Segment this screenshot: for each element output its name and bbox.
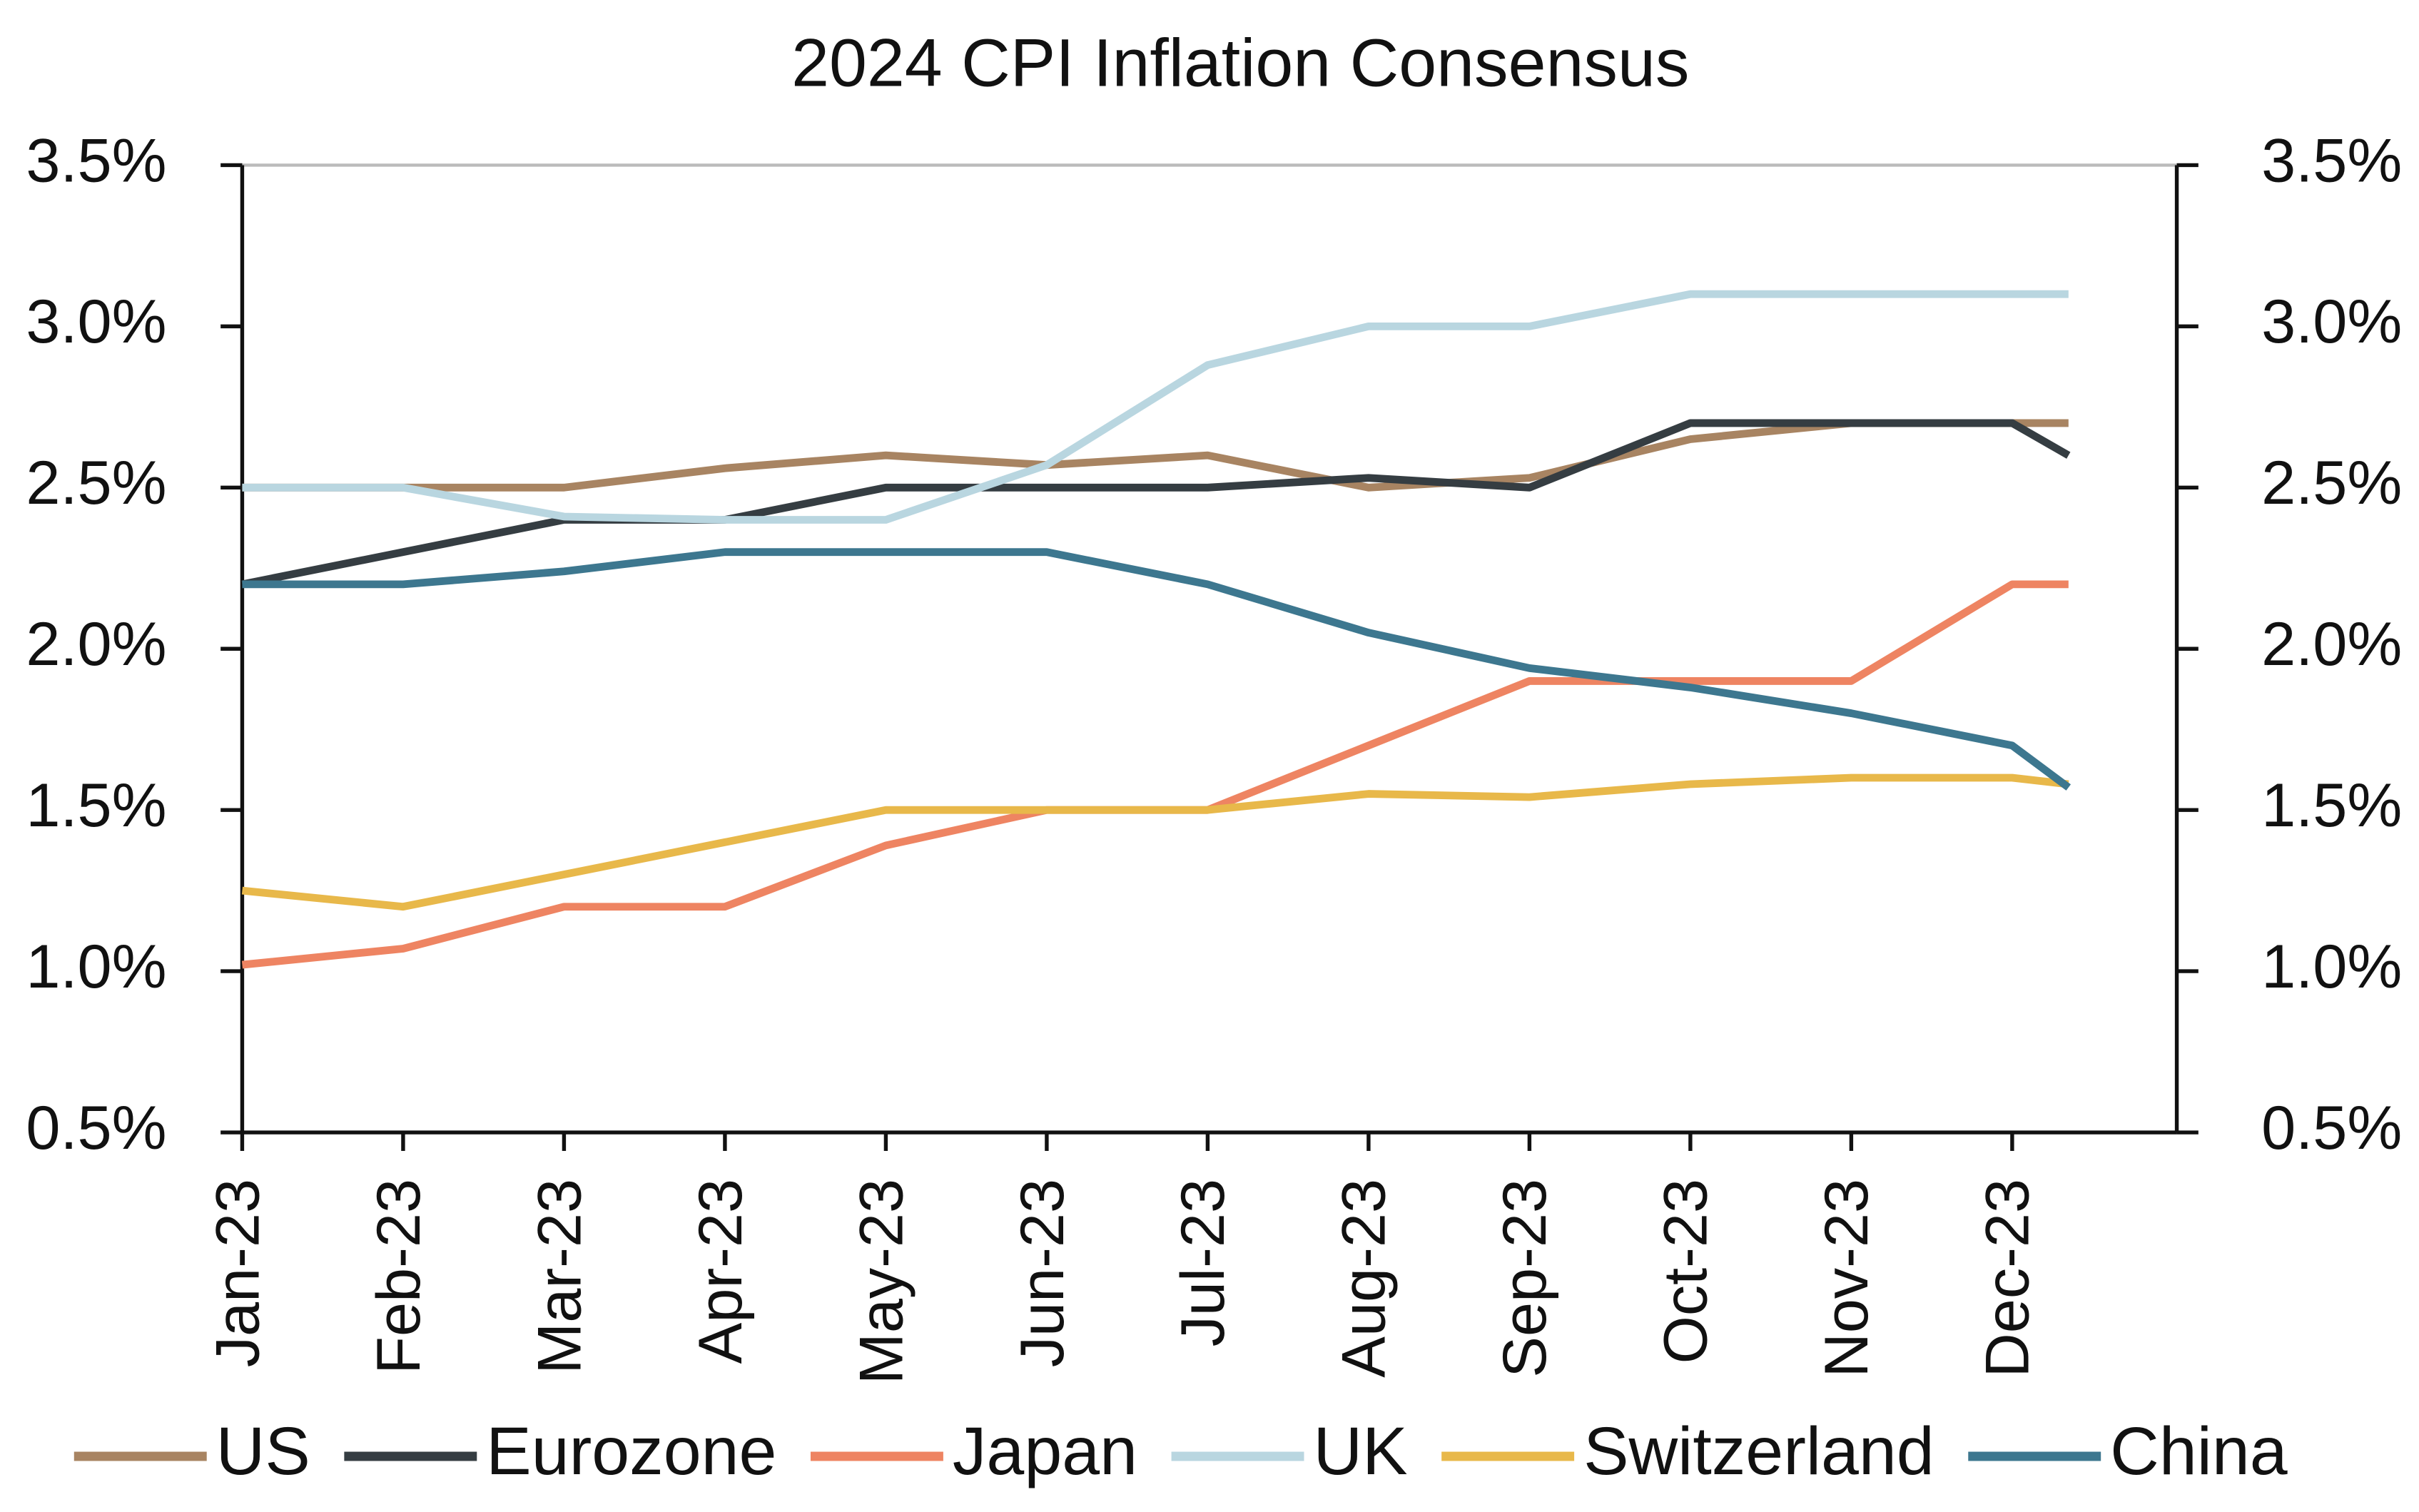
x-tick-label: Jun-23 (1008, 1179, 1077, 1367)
y2-tick-label: 3.0% (2261, 288, 2402, 356)
y2-tick-label: 1.0% (2261, 933, 2402, 1001)
y-tick-label: 1.5% (26, 771, 166, 840)
legend-label: US (216, 1414, 310, 1489)
x-tick-label: Jul-23 (1169, 1179, 1237, 1347)
y-tick-label: 2.0% (26, 610, 166, 679)
y-tick-label: 0.5% (26, 1094, 166, 1162)
x-tick-label: Nov-23 (1812, 1179, 1881, 1378)
legend-label: China (2110, 1414, 2288, 1489)
y-tick-label: 3.0% (26, 288, 166, 356)
x-tick-label: May-23 (847, 1179, 916, 1384)
series-line (241, 773, 2069, 911)
y-tick-label: 3.5% (26, 126, 166, 195)
legend-label: Switzerland (1583, 1414, 1934, 1489)
y2-tick-label: 2.5% (2261, 449, 2402, 517)
x-tick-label: Dec-23 (1974, 1179, 2042, 1378)
chart-title: 2024 CPI Inflation Consensus (791, 25, 1689, 101)
series-line (242, 290, 2069, 524)
legend-label: Eurozone (486, 1414, 776, 1489)
series-line (241, 419, 2071, 589)
y2-tick-label: 2.0% (2261, 610, 2402, 679)
legend-label: Japan (953, 1414, 1137, 1489)
series-line (242, 419, 2069, 492)
y2-tick-label: 3.5% (2261, 126, 2402, 195)
series-line (241, 580, 2069, 969)
y2-tick-label: 1.5% (2261, 771, 2402, 840)
x-tick-label: Oct-23 (1652, 1179, 1720, 1364)
x-tick-label: Mar-23 (525, 1179, 594, 1374)
x-tick-label: Apr-23 (686, 1179, 755, 1364)
x-tick-label: Aug-23 (1330, 1179, 1399, 1378)
x-tick-label: Feb-23 (365, 1179, 433, 1374)
y2-tick-label: 0.5% (2261, 1094, 2402, 1162)
y-tick-label: 1.0% (26, 933, 166, 1001)
series-line (242, 548, 2071, 791)
y-tick-label: 2.5% (26, 449, 166, 517)
legend-label: UK (1313, 1414, 1407, 1489)
x-tick-label: Sep-23 (1491, 1179, 1559, 1378)
legend: US Eurozone Japan UK Switzerland China (73, 1414, 2288, 1489)
x-tick-label: Jan-23 (203, 1179, 272, 1367)
